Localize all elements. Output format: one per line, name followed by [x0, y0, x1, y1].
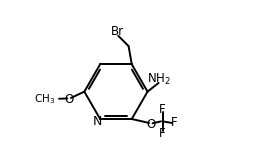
- Text: CH$_3$: CH$_3$: [34, 92, 55, 106]
- Text: N: N: [93, 115, 102, 128]
- Text: Br: Br: [111, 25, 124, 38]
- Text: O: O: [146, 118, 156, 131]
- Text: F: F: [171, 116, 178, 129]
- Text: F: F: [159, 127, 166, 140]
- Text: NH$_2$: NH$_2$: [148, 72, 171, 87]
- Text: O: O: [65, 93, 74, 106]
- Text: F: F: [159, 103, 166, 116]
